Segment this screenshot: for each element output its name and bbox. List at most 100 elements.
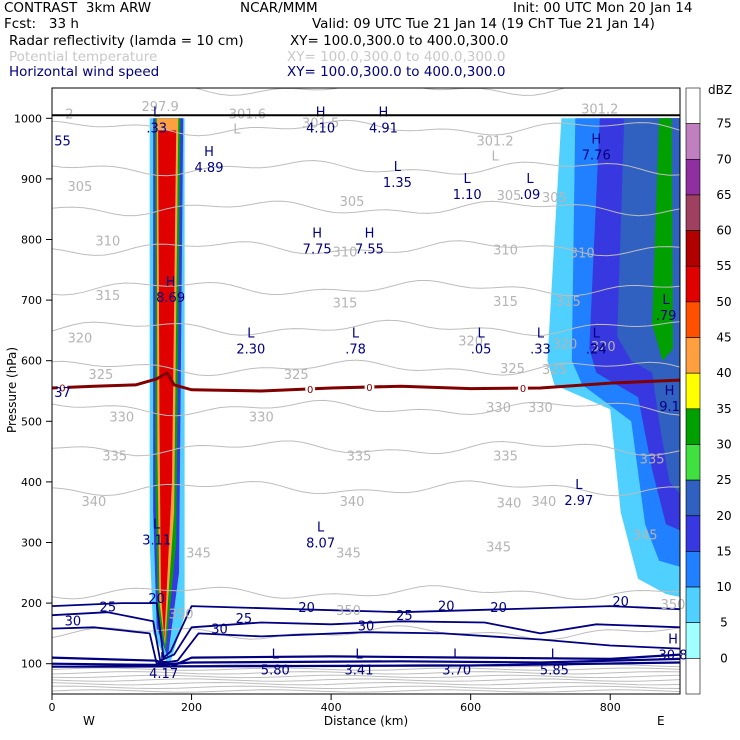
colorbar-label-0: 0: [720, 651, 728, 665]
wind-label-10: 20: [612, 595, 629, 610]
wind-extremum-value-23: 7.76: [582, 149, 611, 164]
theta-contour-upper-0: [52, 689, 680, 693]
wind-label-1: 25: [100, 601, 117, 616]
theta-contour-upper-5: [52, 671, 680, 675]
wind-extremum-value-26: 4.91: [369, 121, 398, 136]
wind-contour-5: [52, 661, 680, 668]
freezing-label-bg-0: [57, 382, 68, 393]
theta-label-14: 335: [640, 453, 665, 468]
wind-extremum-type-18: H: [365, 227, 375, 242]
plot-area: 0 0 0 0 350 350 350 345 345 345 345 340 340 340 340 33…: [51, 87, 687, 695]
colorbar-swatch-8: [685, 372, 701, 410]
theta-label-33: 310: [493, 244, 518, 259]
reflectivity-layer: [149, 118, 680, 667]
theta-label-27: 315: [95, 289, 120, 304]
wind-contour-2: [52, 626, 680, 665]
freezing-level-label-1: 0: [307, 385, 313, 396]
wind-extremum-value-15: .79: [656, 309, 677, 324]
wind-extremum-type-26: H: [379, 105, 389, 120]
wind-extremum-value-14: .24: [586, 343, 607, 358]
y-tick-label-900: 900: [21, 173, 42, 186]
colorbar-label-20: 20: [716, 509, 731, 523]
wind-extremum-value-21: 1.35: [383, 176, 412, 191]
wind-extremum-type-14: L: [593, 327, 601, 342]
theta-contour-350: [52, 625, 680, 641]
theta-label-36: 305: [340, 195, 365, 210]
field-3-xy: XY= 100.0,300.0 to 400.0,300.0: [287, 64, 506, 80]
theta-label-18: 330: [528, 401, 553, 416]
wind-extremum-value-6: 3.11: [142, 533, 171, 548]
theta-label-8: 340: [340, 495, 365, 510]
wind-extremum-value-11: .78: [345, 343, 366, 358]
y-tick-label-500: 500: [21, 415, 42, 428]
theta-label-31: 310: [95, 235, 120, 250]
theta-contour-330: [52, 399, 680, 417]
wind-label-6: 30: [358, 619, 375, 634]
colorbar-label-65: 65: [716, 188, 731, 202]
field-2-name: Potential temperature: [9, 49, 158, 65]
valid-time: Valid: 09 UTC Tue 21 Jan 14 (19 ChT Tue …: [312, 16, 655, 32]
colorbar-label-25: 25: [716, 473, 731, 487]
freezing-level-line: [52, 370, 680, 393]
colorbar-label-5: 5: [720, 616, 728, 630]
wind-extremum-type-15: L: [662, 293, 670, 308]
theta-label-11: 335: [102, 450, 127, 465]
freezing-level-label-3: 0: [520, 384, 526, 395]
colorbar-swatch-12: [685, 230, 701, 267]
wind-label-4: 25: [236, 612, 253, 627]
wind-extremum-type-23: H: [591, 133, 601, 148]
freezing-level-label-2: 0: [366, 383, 372, 394]
wind-extremum-type-16: H: [166, 275, 176, 290]
wind-label-0: 30: [65, 615, 82, 630]
wind-extremum-value-22: 4.89: [195, 161, 224, 176]
freezing-label-bg-3: [518, 383, 528, 394]
wind-extremum-type-3: L: [453, 648, 461, 663]
theta-label-7: 340: [81, 495, 106, 510]
theta-label-26: 320: [591, 340, 616, 355]
organization: NCAR/MMM: [240, 0, 318, 16]
colorbar-label-30: 30: [716, 437, 731, 451]
theta-contour-335: [52, 440, 680, 457]
theta-label-41: 301.2: [476, 135, 513, 150]
wind-label-3: 30: [211, 622, 228, 637]
theta-label-24: 320: [458, 335, 483, 350]
colorbar-label-15: 15: [716, 544, 731, 558]
x-tick-label-0: 0: [49, 701, 56, 714]
model-name: CONTRAST 3km ARW: [4, 0, 152, 16]
wind-extremum-type-5: H: [668, 633, 678, 648]
wind-label-12: 37: [54, 386, 71, 401]
theta-label-21: 325: [500, 362, 525, 377]
wind-label-7: 25: [396, 609, 413, 624]
colorbar: 0 5 10 15 20 25 30 35 40 45 50 55 60 65 70 75: [685, 87, 732, 695]
colorbar-label-55: 55: [716, 259, 731, 273]
freezing-label-bg-1: [305, 383, 316, 394]
wind-extremum-value-4: 5.85: [540, 664, 569, 679]
theta-label-32: 310: [333, 245, 358, 260]
theta-label-4: 345: [336, 547, 361, 562]
plot-frame: [51, 87, 681, 695]
theta-label-6: 345: [633, 528, 658, 543]
colorbar-swatch-14: [685, 158, 701, 196]
colorbar-label-50: 50: [716, 295, 731, 309]
theta-label-42: 301.2: [581, 102, 618, 117]
colorbar-swatch-0: [685, 658, 701, 695]
theta-label-9: 340: [497, 496, 522, 511]
freezing-label-bg-2: [364, 381, 375, 392]
colorbar-label-40: 40: [716, 366, 731, 380]
wind-label-2: 20: [148, 592, 165, 607]
wind-extremum-value-20: .09: [520, 188, 541, 203]
wind-extremum-value-18: 7.55: [355, 243, 384, 258]
wind-contour-4: [52, 657, 680, 666]
x-tick-label-600: 600: [460, 701, 481, 714]
wind-extremum-value-19: 1.10: [453, 188, 482, 203]
wind-extremum-type-21: L: [394, 160, 402, 175]
theta-label-22: 325: [542, 363, 567, 378]
theta-label-1: 350: [336, 604, 361, 619]
wind-contour-1: [52, 611, 680, 662]
theta-label-40: 301.5: [302, 116, 339, 131]
wind-extremum-value-16: 8.69: [156, 291, 185, 306]
wind-extremum-value-10: 2.30: [236, 343, 265, 358]
wind-extremum-value-2: 3.41: [345, 664, 374, 679]
colorbar-swatch-10: [685, 301, 701, 338]
